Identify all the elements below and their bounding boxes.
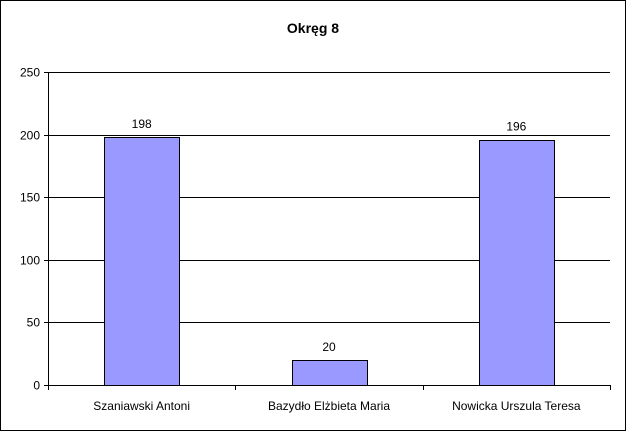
y-axis-tick-labels: 0 50 100 150 200 250 (20, 66, 40, 393)
data-label: 20 (322, 340, 336, 354)
y-tick-label: 150 (20, 191, 40, 205)
y-tick-label: 200 (20, 129, 40, 143)
x-category-label: Bazydło Elżbieta Maria (268, 399, 390, 413)
bar (292, 360, 368, 386)
data-label: 198 (132, 117, 152, 131)
y-tick-label: 100 (20, 254, 40, 268)
x-axis-category-labels: Szaniawski Antoni Bazydło Elżbieta Maria N… (93, 399, 581, 413)
y-tick-label: 50 (27, 316, 41, 330)
chart-title: Okręg 8 (287, 20, 339, 36)
data-label: 196 (506, 120, 526, 134)
y-tick-label: 0 (33, 379, 40, 393)
bar (104, 137, 180, 386)
x-category-label: Nowicka Urszula Teresa (452, 399, 581, 413)
axes (44, 72, 611, 390)
data-labels: 198 20 196 (132, 117, 527, 354)
x-category-label: Szaniawski Antoni (93, 399, 190, 413)
bar (479, 140, 555, 386)
y-tick-label: 250 (20, 66, 40, 80)
bars (104, 137, 555, 386)
